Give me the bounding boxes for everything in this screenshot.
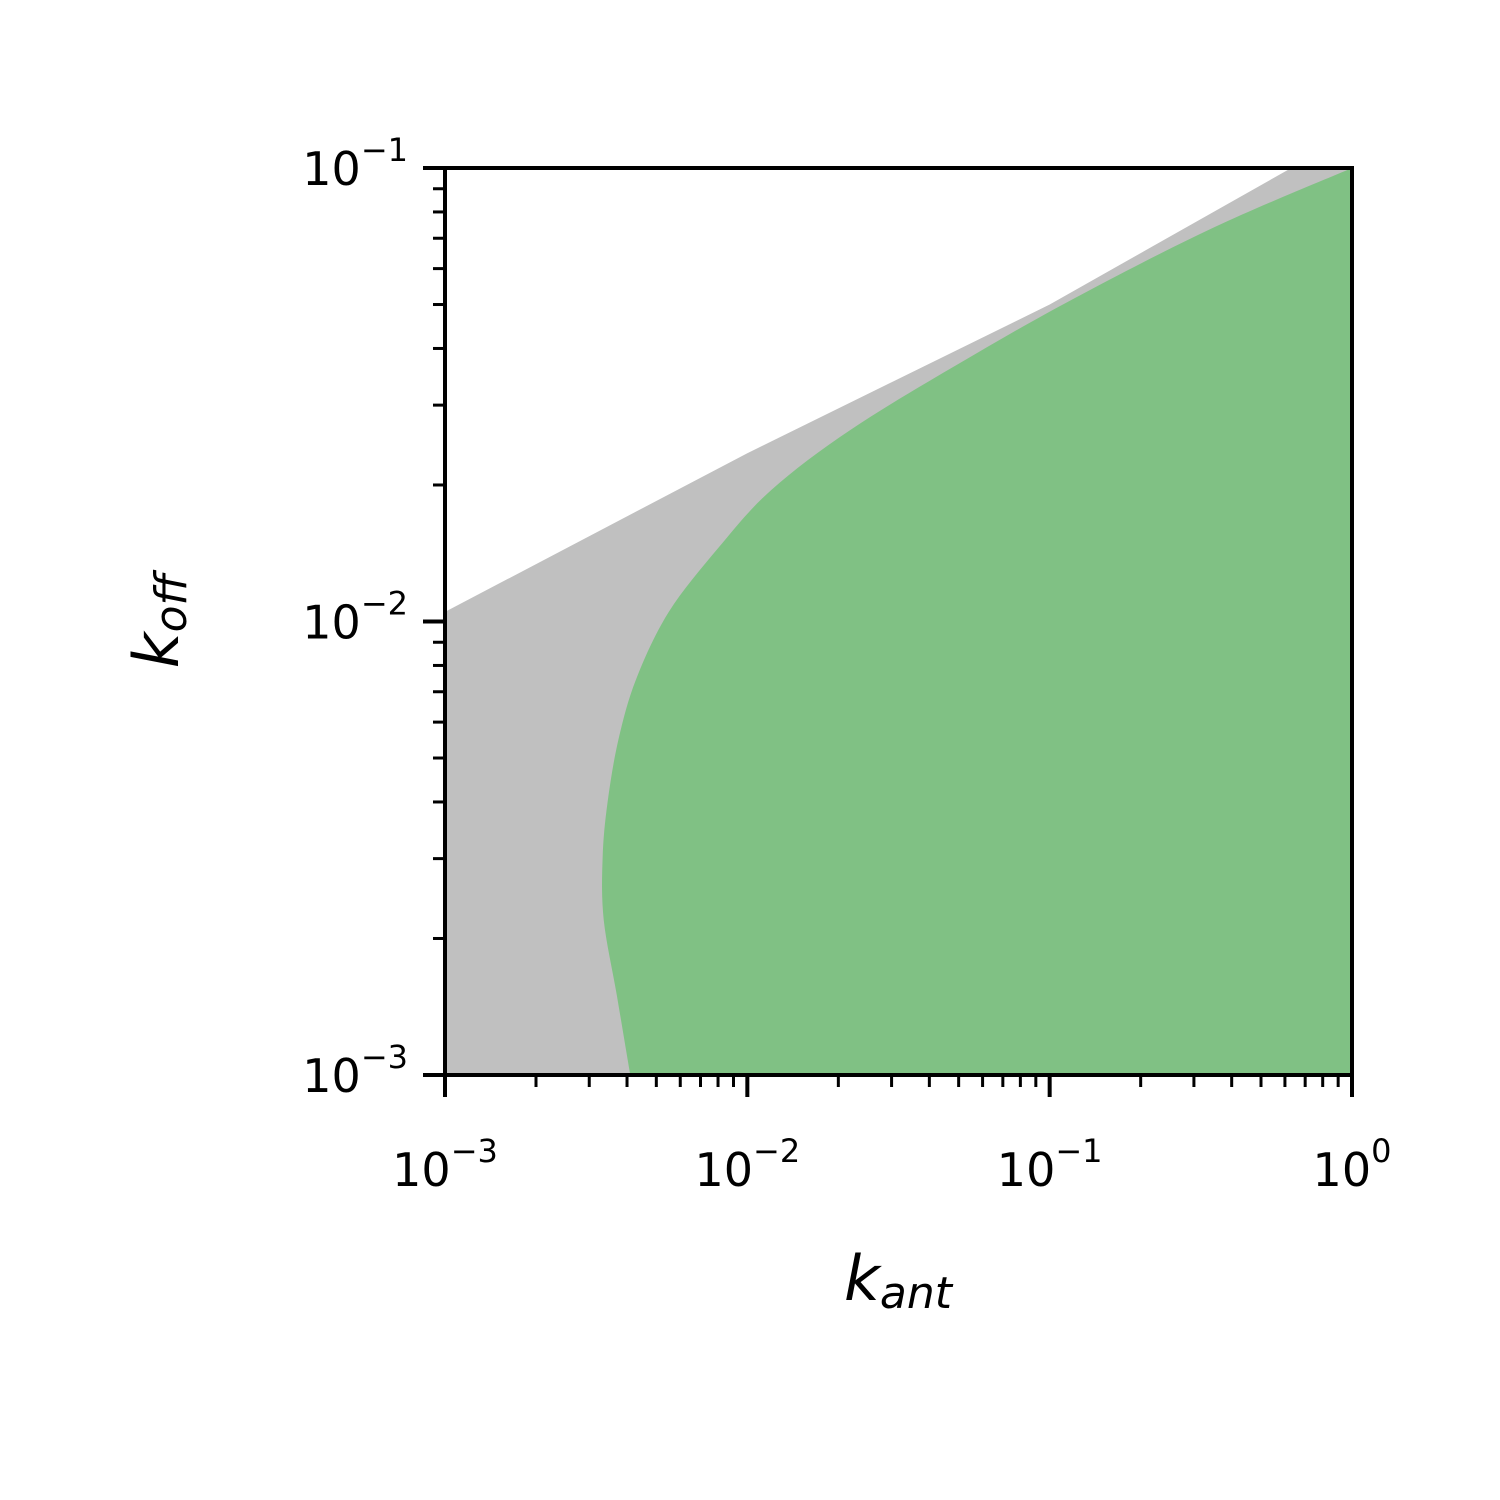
region-green: [602, 168, 1352, 1075]
x-axis-label-subscript: ant: [880, 1268, 954, 1319]
plot-frame: [443, 166, 1354, 1077]
x-tick-label: 10−2: [694, 1132, 800, 1197]
y-axis-label: koff: [120, 569, 197, 668]
y-tick-label: 10−3: [302, 1038, 408, 1103]
x-tick-label: 10−3: [392, 1132, 498, 1197]
x-axis-label: kant: [844, 1242, 954, 1319]
x-tick-label: 10−1: [997, 1132, 1103, 1197]
x-axis-label-base: k: [844, 1242, 882, 1315]
x-tick-label: 100: [1313, 1132, 1392, 1197]
y-axis-label-base: k: [120, 630, 193, 668]
y-tick-label: 10−1: [302, 131, 408, 196]
y-tick-label: 10−2: [302, 585, 408, 650]
y-axis-label-subscript: off: [146, 569, 197, 632]
